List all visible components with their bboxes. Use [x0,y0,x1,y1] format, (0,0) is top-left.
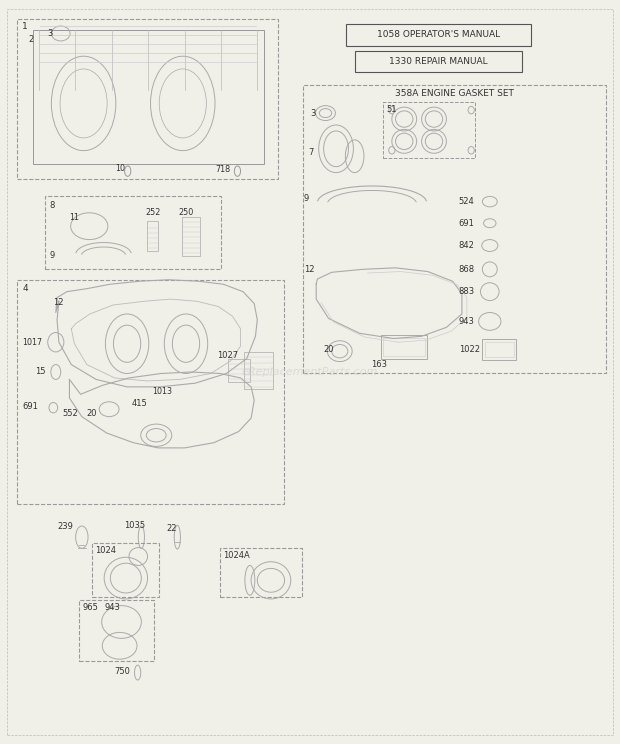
Text: 3: 3 [310,109,316,118]
Text: 524: 524 [459,197,474,206]
Text: 9: 9 [50,251,55,260]
Text: 10: 10 [115,164,125,173]
Text: 1: 1 [22,22,28,31]
Text: 358A ENGINE GASKET SET: 358A ENGINE GASKET SET [395,89,514,98]
Text: 718: 718 [216,165,231,174]
Bar [147,221,158,251]
Text: 20: 20 [324,345,334,354]
Text: 163: 163 [371,360,387,369]
Text: 1017: 1017 [22,338,42,347]
Bar [92,543,159,597]
Text: 883: 883 [459,287,475,296]
Text: eReplacementParts.com: eReplacementParts.com [242,367,378,377]
Text: 4: 4 [22,284,28,293]
Text: 415: 415 [132,400,148,408]
Text: 1058 OPERATOR'S MANUAL: 1058 OPERATOR'S MANUAL [377,31,500,39]
Text: 252: 252 [145,208,161,217]
Text: 250: 250 [178,208,193,217]
Bar [303,85,606,373]
Text: 8: 8 [50,201,55,210]
Bar [33,30,264,164]
Text: 1027: 1027 [217,351,238,360]
Bar [485,342,514,357]
Bar [182,217,200,256]
Text: 9: 9 [304,194,309,203]
Bar [244,352,273,389]
Bar [383,102,475,158]
Bar [355,51,522,72]
Bar [79,600,154,661]
Text: 1022: 1022 [459,345,480,354]
Text: 965: 965 [82,603,99,612]
Text: 1330 REPAIR MANUAL: 1330 REPAIR MANUAL [389,57,488,66]
Bar [220,548,302,597]
Text: 11: 11 [69,213,79,222]
Text: 552: 552 [62,409,78,418]
Text: 691: 691 [459,219,475,228]
Bar [381,335,427,359]
Text: 1035: 1035 [124,521,145,530]
Text: 3: 3 [47,29,53,38]
Text: 2: 2 [29,35,33,44]
Text: 7: 7 [309,148,314,157]
Text: 943: 943 [104,603,120,612]
Text: 20: 20 [87,409,97,418]
Text: 15: 15 [35,368,45,376]
Text: 868: 868 [459,265,475,274]
Text: 691: 691 [22,402,38,411]
Text: 750: 750 [115,667,131,676]
Bar [45,196,221,269]
Bar [228,359,250,382]
Text: 12: 12 [304,265,314,274]
Bar [482,339,516,360]
Text: 1024A: 1024A [223,551,250,560]
Text: 12: 12 [53,298,64,307]
Text: 842: 842 [459,241,475,250]
Text: 943: 943 [459,317,475,326]
Text: 1013: 1013 [153,387,172,396]
Bar [383,338,425,356]
Text: 1024: 1024 [95,546,116,555]
Bar [17,280,284,504]
Text: 22: 22 [166,524,177,533]
Text: 239: 239 [57,522,73,531]
Bar [17,19,278,179]
Text: 51: 51 [386,105,397,114]
Bar [346,24,531,46]
